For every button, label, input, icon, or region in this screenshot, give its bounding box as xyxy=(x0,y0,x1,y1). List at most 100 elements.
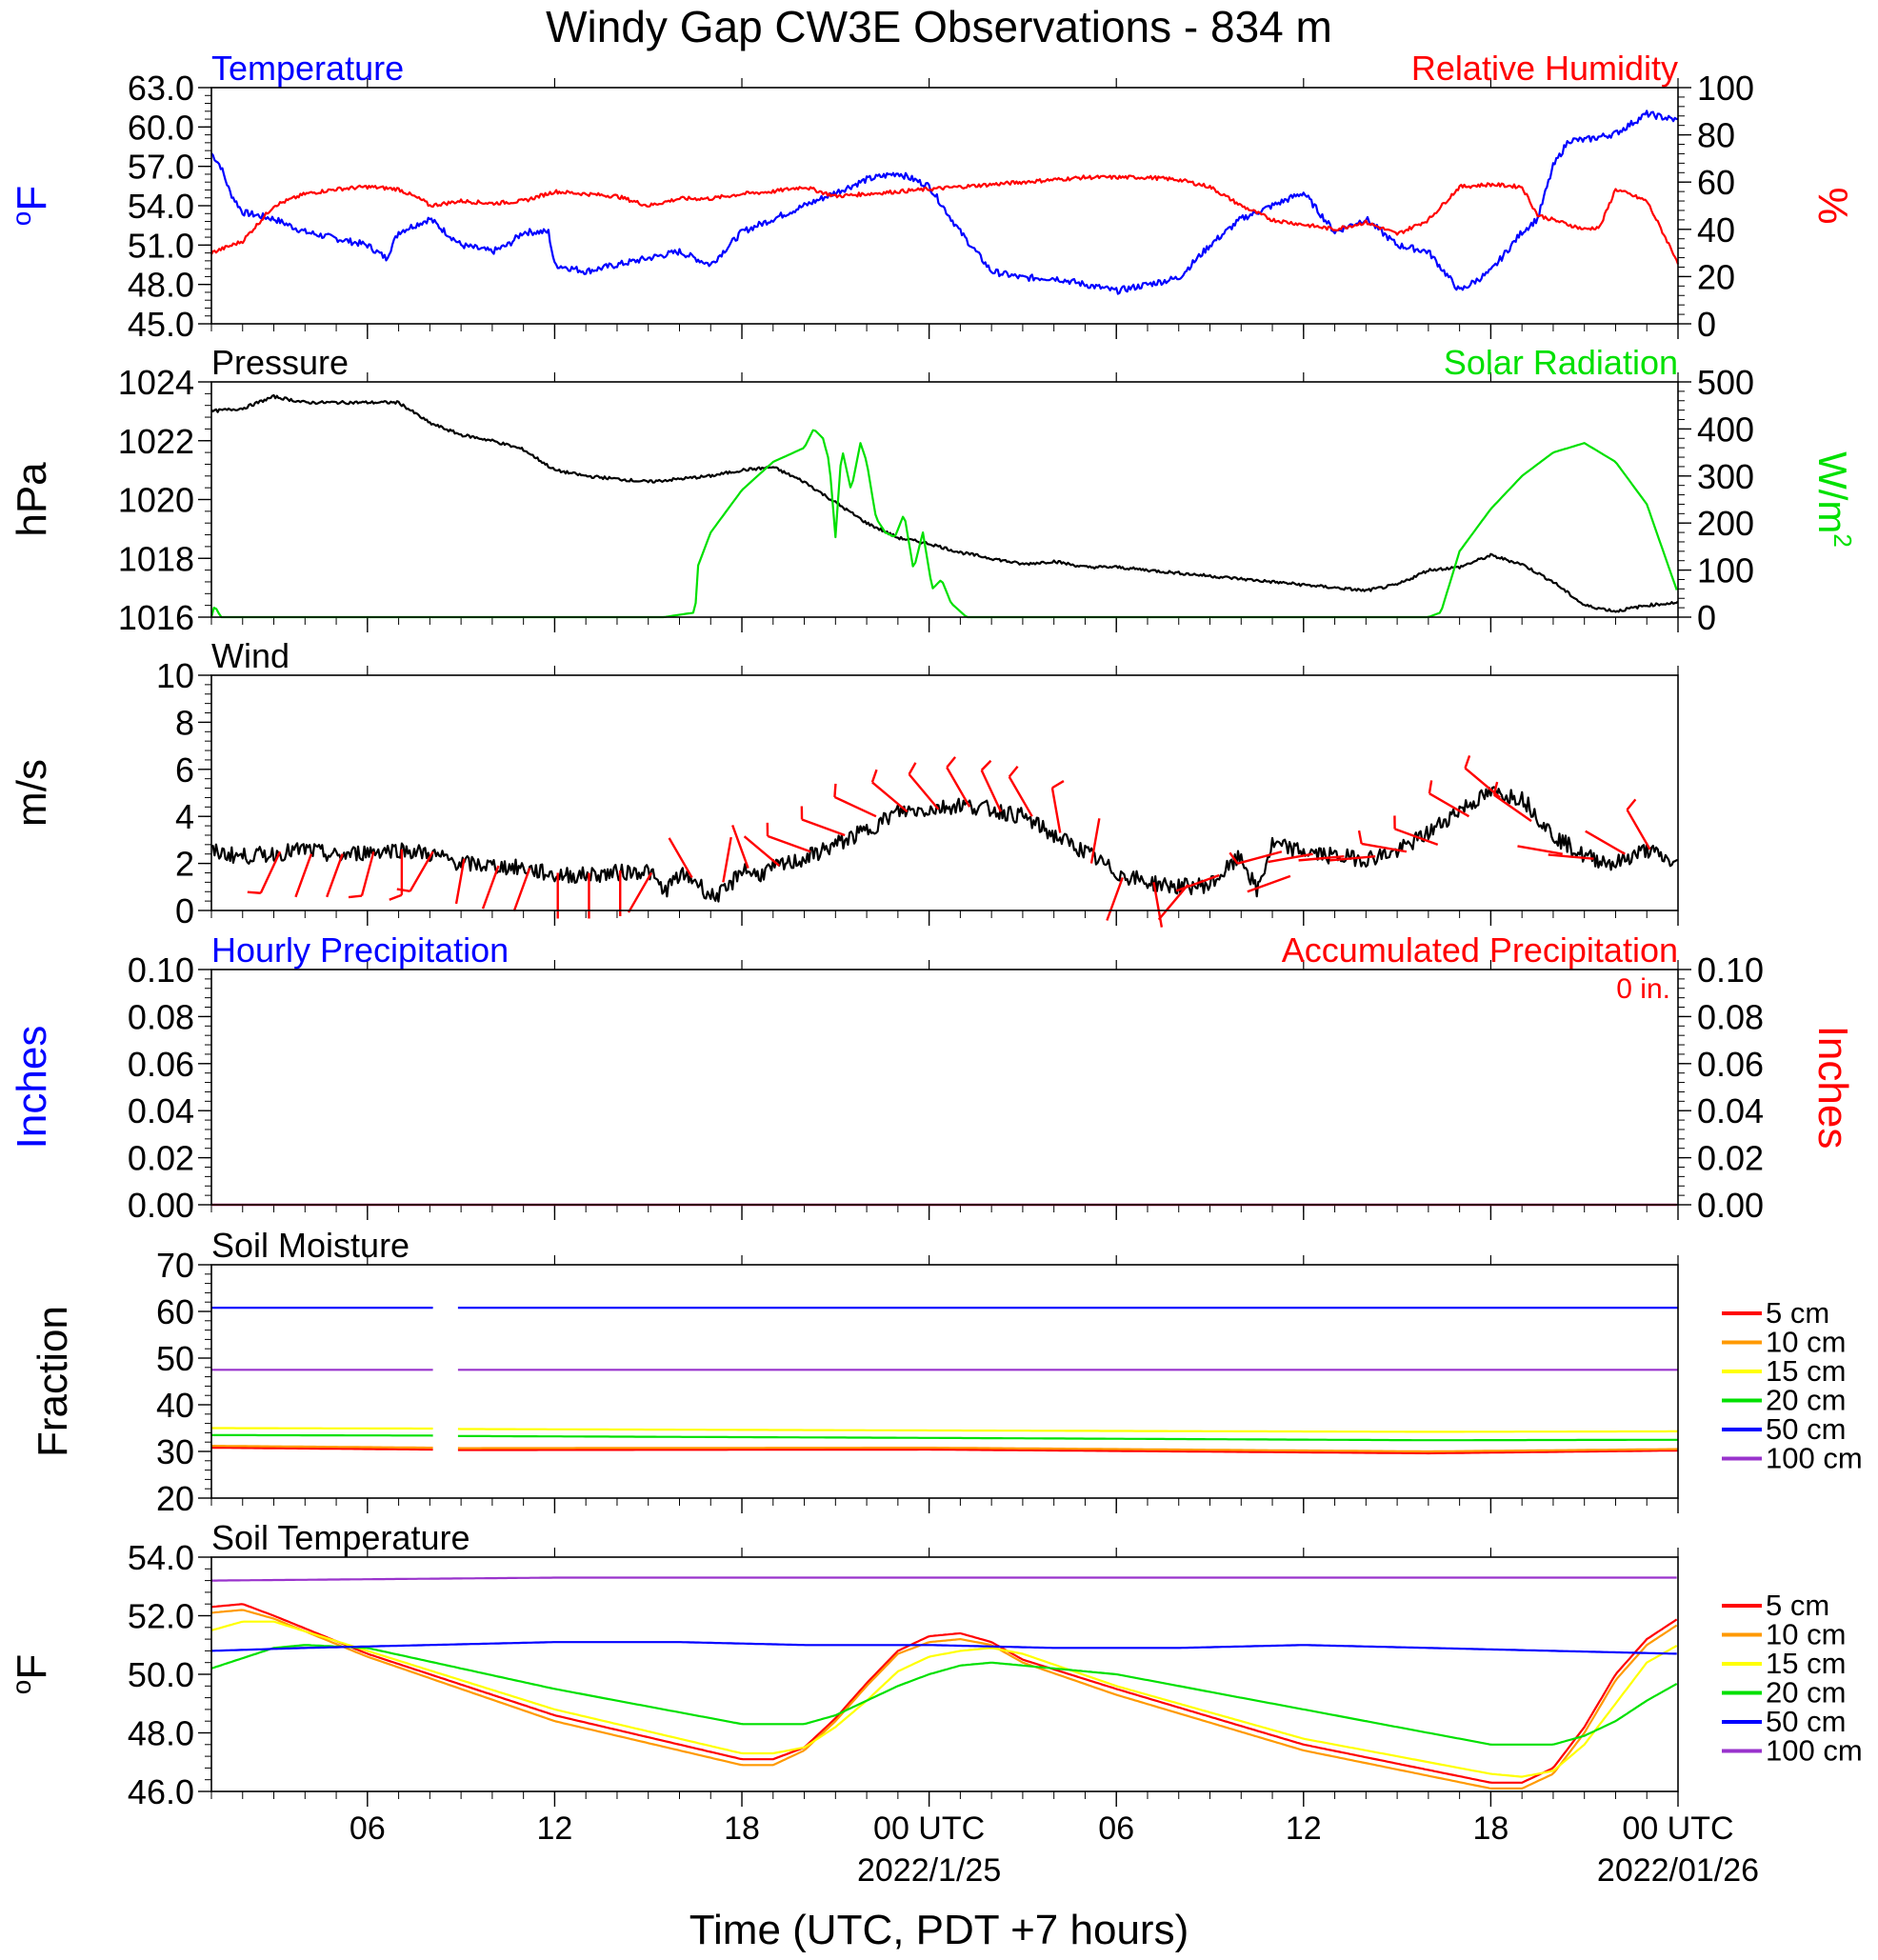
temperature-rh-title-right: Relative Humidity xyxy=(1411,49,1678,88)
wind-barb xyxy=(1050,788,1062,833)
soil-temperature-series-20-cm xyxy=(210,1644,1678,1746)
y-tick-label-left: 8 xyxy=(175,703,194,742)
y-tick-label-left: 57.0 xyxy=(128,148,194,187)
wind-barb xyxy=(1329,854,1376,862)
wind-barb xyxy=(1361,842,1408,853)
wind-barb xyxy=(1175,873,1220,892)
wind-barb xyxy=(1237,850,1283,865)
y-tick-label-right: 0.00 xyxy=(1697,1186,1764,1225)
y-tick-label-right: 20 xyxy=(1697,257,1735,296)
wind-barb-flag xyxy=(908,762,917,775)
wind-barb xyxy=(1428,792,1470,818)
y-tick-label-right: 0.10 xyxy=(1697,950,1764,990)
y-tick-label-left: 1024 xyxy=(118,363,194,402)
wind-barb xyxy=(326,853,344,898)
precipitation-frame xyxy=(210,969,1679,1206)
unit-superscript: 2 xyxy=(1828,533,1857,547)
wind-barb xyxy=(1585,830,1626,855)
y-tick-label-left: 46.0 xyxy=(128,1772,194,1811)
wind-barb xyxy=(1106,877,1124,921)
temperature-rh-ylabel-left: oF xyxy=(7,186,55,226)
chart-title: Windy Gap CW3E Observations - 834 m xyxy=(546,2,1332,51)
wind-barb-flag xyxy=(833,783,837,798)
y-tick-label-left: 30 xyxy=(156,1432,194,1471)
legend-label: 100 cm xyxy=(1766,1734,1863,1768)
y-tick-label-right: 60 xyxy=(1697,163,1735,202)
legend-label: 10 cm xyxy=(1766,1326,1846,1359)
y-tick-label-left: 10 xyxy=(156,656,194,695)
wind-series-wind-speed xyxy=(210,786,1679,903)
legend-label: 15 cm xyxy=(1766,1647,1846,1680)
soil-moisture-ylabel-left: Fraction xyxy=(30,1306,76,1457)
legend-label: 20 cm xyxy=(1766,1384,1846,1417)
wind-barb-flag xyxy=(247,890,261,894)
pressure-solar-series-pressure xyxy=(210,393,1679,613)
y-tick-label-right: 200 xyxy=(1697,504,1754,543)
soil-temperature-series-10-cm xyxy=(210,1609,1678,1790)
wind-barb xyxy=(259,850,282,894)
legend-label: 50 cm xyxy=(1766,1412,1846,1446)
soil-moisture-series-20-cm-segment-1 xyxy=(210,1433,433,1437)
wind-barb xyxy=(1089,818,1101,864)
y-tick-label-left: 50.0 xyxy=(128,1655,194,1694)
legend-label: 5 cm xyxy=(1766,1589,1829,1622)
soil-temperature-series-50-cm xyxy=(210,1641,1677,1655)
pressure-solar-panel: 1024 1022 1020 1018 1016 500 400 300 200 100 0 Pres… xyxy=(9,343,1857,637)
wind-barb xyxy=(454,858,466,905)
x-tick-label: 18 xyxy=(724,1810,760,1847)
wind-barb-flag xyxy=(1626,798,1637,810)
wind-barb-flag xyxy=(1428,780,1433,794)
legend-label: 15 cm xyxy=(1766,1354,1846,1388)
wind-barb xyxy=(1247,874,1291,893)
soil-moisture-series-10-cm-segment-2 xyxy=(457,1446,1679,1453)
legend-label: 20 cm xyxy=(1766,1676,1846,1710)
pressure-solar-ylabel-left: hPa xyxy=(9,462,55,537)
y-tick-label-left: 0.02 xyxy=(128,1139,194,1178)
y-tick-label-right: 0.04 xyxy=(1697,1091,1764,1130)
soil-moisture-panel: 70 60 50 40 30 20 Soil Moisture Fraction 5 cm10 … xyxy=(30,1226,1863,1518)
y-tick-label-left: 52.0 xyxy=(128,1597,194,1636)
wind-panel: 10 8 6 4 2 0 Wind m/s xyxy=(9,636,1679,930)
wind-barb xyxy=(1492,793,1532,823)
y-tick-label-left: 60 xyxy=(156,1292,194,1331)
x-tick-label: 00 UTC xyxy=(873,1810,985,1847)
temperature-humidity-panel: 63.060.057.054.051.048.045.0 100 80 60 40 20 0… xyxy=(7,49,1856,344)
y-tick-label-left: 0.06 xyxy=(128,1045,194,1084)
wind-barb xyxy=(512,868,531,912)
wind-barb xyxy=(833,795,877,818)
temperature-rh-title-left: Temperature xyxy=(211,49,404,88)
wind-barb xyxy=(722,836,732,883)
wind-barb xyxy=(409,850,434,892)
legend-label: 100 cm xyxy=(1766,1442,1863,1475)
y-tick-label-left: 54.0 xyxy=(128,1538,194,1577)
soil-moisture-series-10-cm-segment-1 xyxy=(211,1444,433,1450)
y-tick-label-left: 4 xyxy=(175,797,194,836)
wind-barb-flag xyxy=(1051,780,1065,790)
wind-barb-flag xyxy=(389,893,403,901)
wind-frame xyxy=(210,674,1679,911)
wind-barb xyxy=(1008,776,1033,817)
wind-barb xyxy=(801,818,846,837)
wind-barb-flag xyxy=(1229,851,1239,865)
y-tick-label-left: 48.0 xyxy=(128,1714,194,1753)
precipitation-annotation: 0 in. xyxy=(1616,973,1670,1005)
soil-moisture-series-5-cm-segment-2 xyxy=(457,1448,1679,1455)
wind-barb xyxy=(668,837,693,879)
soil-moisture-title-left: Soil Moisture xyxy=(211,1226,410,1265)
soil-moisture-series-15-cm-segment-2 xyxy=(457,1428,1678,1433)
wind-barb xyxy=(1517,845,1563,855)
temperature-rh-series-relative-humidity xyxy=(210,174,1680,265)
wind-barb-flag xyxy=(396,888,410,893)
wind-barb xyxy=(294,853,312,898)
legend-label: 10 cm xyxy=(1766,1618,1846,1651)
temperature-rh-frame xyxy=(210,87,1679,325)
y-tick-label-right: 100 xyxy=(1697,551,1754,590)
y-tick-label-left: 51.0 xyxy=(128,226,194,265)
x-date-label: 2022/01/26 xyxy=(1597,1852,1759,1889)
wind-barb-flag xyxy=(1008,766,1019,778)
wind-barb xyxy=(1548,853,1594,860)
precipitation-title-left: Hourly Precipitation xyxy=(211,930,509,970)
y-tick-label-left: 60.0 xyxy=(128,108,194,147)
legend-label: 5 cm xyxy=(1766,1296,1829,1330)
y-tick-label-left: 54.0 xyxy=(128,187,194,226)
